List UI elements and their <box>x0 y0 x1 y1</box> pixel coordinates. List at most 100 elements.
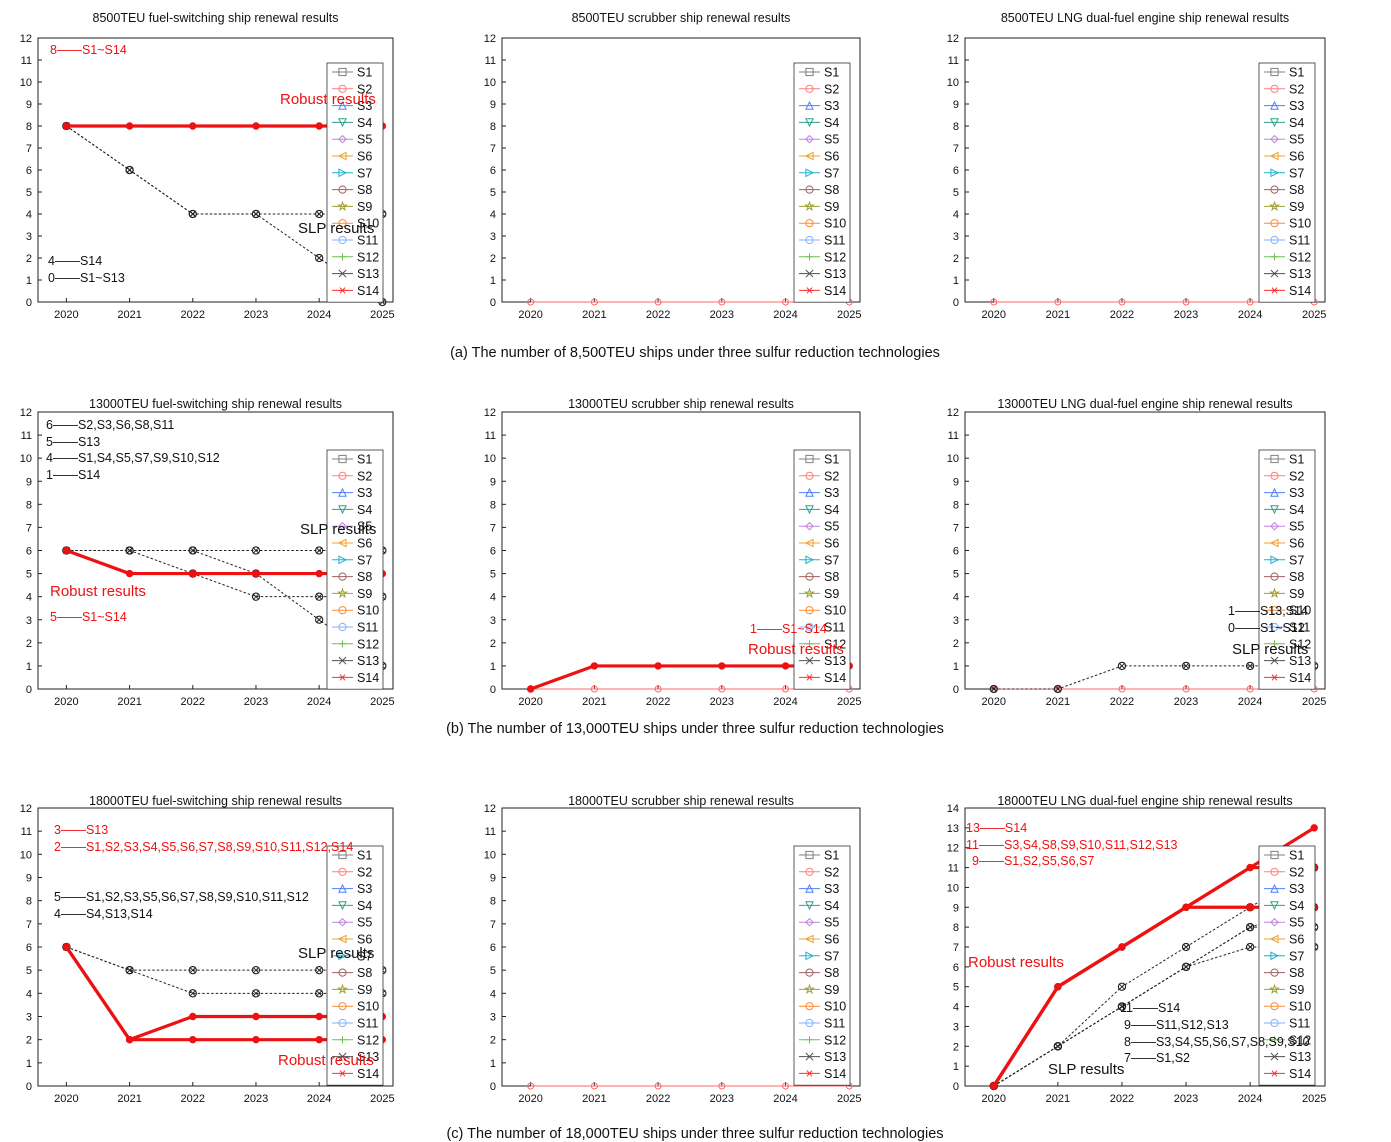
y-tick-label: 0 <box>490 297 496 309</box>
legend-label-s3: S3 <box>357 486 372 500</box>
slp-data-point-cross <box>189 210 197 218</box>
legend-marker-s4 <box>338 505 347 515</box>
robust-data-point <box>189 122 197 130</box>
legend-box <box>793 845 851 1086</box>
legend-marker-s9 <box>803 200 816 212</box>
legend-box <box>1258 449 1316 690</box>
legend-label-s1: S1 <box>357 66 372 80</box>
panel-1-1: 8500TEU fuel-switching ship renewal resu… <box>20 11 395 321</box>
legend-label-s14: S14 <box>824 284 846 298</box>
legend-label-s8: S8 <box>824 966 839 980</box>
legend-marker-s14 <box>1270 287 1279 294</box>
legend-label-s9: S9 <box>824 587 839 601</box>
slp-data-point-cross <box>315 254 323 262</box>
slp-data-point <box>125 546 134 555</box>
y-tick-label: 10 <box>20 453 32 465</box>
y-tick-label: 5 <box>26 187 32 199</box>
legend-marker-s8 <box>805 968 814 977</box>
legend-label-s8: S8 <box>824 183 839 197</box>
legend-marker-s8 <box>338 572 347 581</box>
legend-label-s1: S1 <box>824 66 839 80</box>
row-caption: (b) The number of 13,000TEU ships under … <box>446 721 944 737</box>
legend-label-s5: S5 <box>357 916 372 930</box>
legend-label-s2: S2 <box>357 82 372 96</box>
y-tick-label: 11 <box>948 430 959 442</box>
annotation-text: 8——S3,S4,S5,S6,S7,S8,S9,S10 <box>1124 1035 1310 1049</box>
x-tick-label: 2024 <box>773 1093 797 1105</box>
legend-label-s12: S12 <box>824 1033 846 1047</box>
legend-label-s8: S8 <box>1289 570 1304 584</box>
robust-data-point <box>1118 943 1126 951</box>
panel-1-2: 8500TEU scrubber ship renewal results012… <box>484 11 862 321</box>
legend-label-s12: S12 <box>357 637 379 651</box>
y-tick-label: 7 <box>953 942 959 954</box>
y-tick-label: 1 <box>490 1058 496 1070</box>
legend-marker-s10 <box>1270 1002 1279 1011</box>
y-tick-label: 1 <box>26 661 32 673</box>
slp-data-point <box>188 209 197 219</box>
x-tick-label: 2023 <box>710 309 734 321</box>
slp-data-point-cross <box>1118 983 1126 991</box>
y-tick-label: 12 <box>947 843 959 855</box>
x-tick-label: 2025 <box>370 696 394 708</box>
legend-label-s14: S14 <box>357 284 379 298</box>
legend-label-s7: S7 <box>357 166 372 180</box>
y-tick-label: 11 <box>485 430 496 442</box>
robust-data-point <box>1310 824 1318 832</box>
legend-marker-s8 <box>1270 572 1279 581</box>
x-tick-label: 2020 <box>54 696 78 708</box>
annotation-text: 4——S1,S4,S5,S7,S9,S10,S12 <box>46 451 220 465</box>
legend-marker-s11 <box>805 235 814 245</box>
annotation-text: 2——S1,S2,S3,S4,S5,S6,S7,S8,S9,S10,S11,S1… <box>54 840 353 854</box>
legend-marker-s4 <box>805 505 814 515</box>
legend-marker-s12 <box>805 253 814 261</box>
legend-label-s14: S14 <box>357 671 379 685</box>
x-tick-label: 2022 <box>646 696 670 708</box>
legend-marker-s3 <box>805 100 814 110</box>
robust-data-point <box>315 122 323 130</box>
y-tick-label: 5 <box>490 569 496 581</box>
y-tick-label: 9 <box>26 99 32 111</box>
chart-title: 13000TEU LNG dual-fuel engine ship renew… <box>997 397 1292 411</box>
y-tick-label: 2 <box>953 1041 959 1053</box>
x-tick-label: 2024 <box>773 309 797 321</box>
slp-data-point-cross <box>126 547 133 554</box>
legend-marker-s12 <box>1270 253 1279 261</box>
legend-label-s12: S12 <box>357 1033 379 1047</box>
legend-marker-s1 <box>805 850 814 860</box>
y-tick-label: 3 <box>953 615 959 627</box>
legend-label-s4: S4 <box>1289 899 1304 913</box>
legend-marker-s1 <box>805 454 814 464</box>
slp-data-point-cross <box>126 966 133 974</box>
panel-3-2: 18000TEU scrubber ship renewal results 0 1… <box>484 794 862 1105</box>
legend-label-s4: S4 <box>357 116 372 130</box>
x-tick-label: 2024 <box>1238 309 1262 321</box>
slp-data-point <box>1053 684 1063 694</box>
y-tick-label: 5 <box>490 187 496 199</box>
legend-label-s8: S8 <box>357 570 372 584</box>
legend-marker-s10 <box>1270 606 1279 615</box>
x-tick-label: 2024 <box>1238 1093 1262 1105</box>
y-tick-label: 4 <box>953 1002 959 1014</box>
legend-label-s5: S5 <box>824 520 839 534</box>
legend-marker-s7 <box>1270 951 1280 961</box>
annotation-text: SLP results <box>298 220 374 237</box>
legend-marker-s2 <box>805 84 814 93</box>
legend-marker-s6 <box>804 934 814 944</box>
y-tick-label: 6 <box>490 546 496 558</box>
legend-label-s12: S12 <box>1289 250 1311 264</box>
robust-data-point <box>315 1012 323 1021</box>
annotation-text: 1——S13,S14 <box>1228 604 1308 618</box>
legend-marker-s10 <box>805 606 814 615</box>
y-tick-label: 11 <box>948 55 959 67</box>
legend-label-s5: S5 <box>357 133 372 147</box>
legend-label-s14: S14 <box>1289 284 1311 298</box>
zero-baseline-point <box>718 1082 726 1090</box>
y-tick-label: 11 <box>485 826 496 838</box>
legend-marker-s13 <box>805 656 814 665</box>
y-tick-label: 6 <box>26 546 32 558</box>
slp-data-point <box>1181 661 1191 671</box>
annotation-text: 5——S1,S2,S3,S5,S6,S7,S8,S9,S10,S11,S12 <box>54 890 309 904</box>
robust-data-point <box>252 1012 260 1021</box>
slp-data-point <box>315 209 324 219</box>
